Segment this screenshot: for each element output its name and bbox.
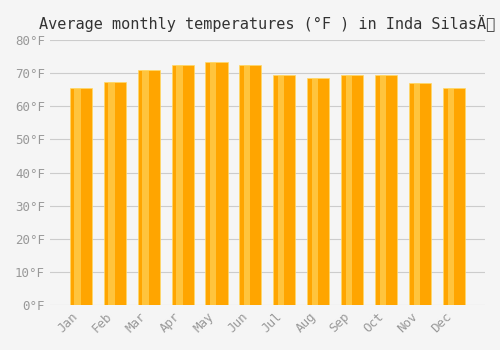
- Bar: [278, 75, 284, 305]
- Bar: [448, 88, 454, 305]
- Bar: [108, 82, 114, 305]
- Bar: [206, 62, 228, 305]
- Bar: [414, 83, 420, 305]
- Bar: [409, 83, 432, 305]
- Bar: [346, 75, 352, 305]
- Bar: [274, 75, 295, 305]
- Bar: [308, 78, 330, 305]
- Bar: [172, 65, 194, 305]
- Bar: [240, 65, 262, 305]
- Bar: [342, 75, 363, 305]
- Bar: [312, 78, 318, 305]
- Bar: [70, 88, 92, 305]
- Bar: [142, 70, 148, 305]
- Bar: [375, 75, 398, 305]
- Bar: [244, 65, 250, 305]
- Bar: [74, 88, 80, 305]
- Bar: [210, 62, 216, 305]
- Bar: [104, 82, 126, 305]
- Bar: [380, 75, 386, 305]
- Bar: [138, 70, 160, 305]
- Bar: [443, 88, 465, 305]
- Title: Average monthly temperatures (°F ) in Inda SilasÄ: Average monthly temperatures (°F ) in In…: [40, 15, 496, 32]
- Bar: [176, 65, 182, 305]
